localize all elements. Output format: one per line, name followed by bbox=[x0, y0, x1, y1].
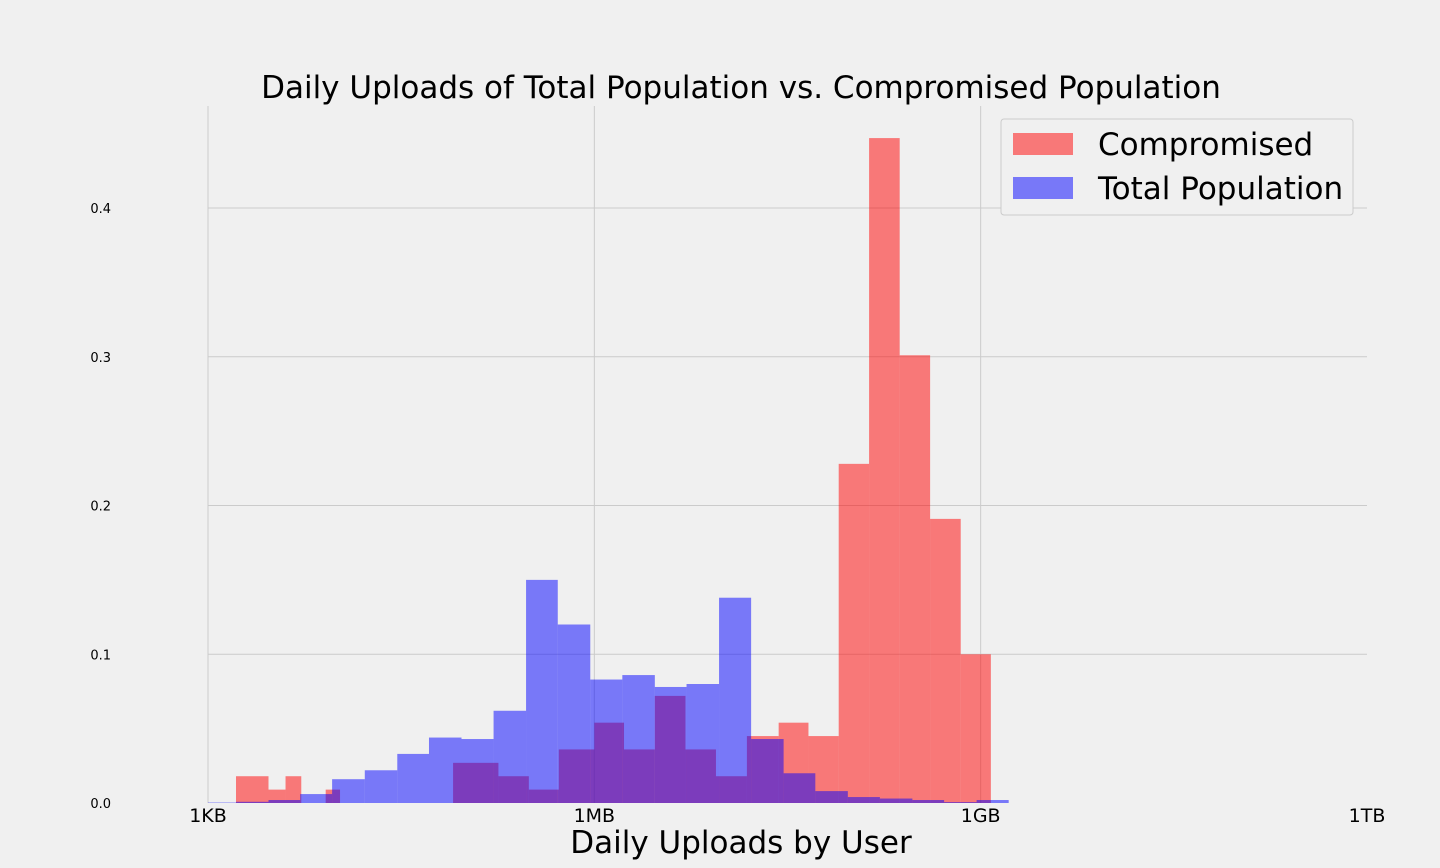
histogram-bar bbox=[880, 799, 912, 803]
x-tick-label: 1MB bbox=[574, 805, 616, 827]
x-axis-label: Daily Uploads by User bbox=[570, 825, 912, 861]
histogram-bar bbox=[286, 776, 302, 803]
histogram-bar bbox=[397, 754, 429, 803]
histogram-bars bbox=[208, 138, 1009, 803]
histogram-bar bbox=[719, 598, 751, 803]
histogram-bar bbox=[429, 738, 462, 803]
legend-label: Total Population bbox=[1097, 171, 1343, 207]
histogram-bar bbox=[300, 794, 332, 803]
histogram-bar bbox=[930, 519, 961, 803]
histogram-bar bbox=[784, 773, 816, 803]
x-tick-label: 1KB bbox=[189, 805, 227, 827]
histogram-bar bbox=[269, 800, 301, 803]
legend-label: Compromised bbox=[1098, 127, 1313, 163]
histogram-bar bbox=[912, 800, 944, 803]
histogram-bar bbox=[655, 687, 687, 803]
y-tick-label: 0.3 bbox=[90, 351, 111, 366]
legend: Compromised Total Population bbox=[1001, 119, 1353, 215]
histogram-bar bbox=[751, 739, 783, 803]
legend-swatch bbox=[1013, 133, 1073, 155]
histogram-bar bbox=[944, 802, 977, 803]
legend-swatch bbox=[1013, 177, 1073, 199]
histogram-bar bbox=[590, 680, 622, 803]
histogram-bar bbox=[977, 800, 1009, 803]
y-tick-label: 0.0 bbox=[90, 797, 111, 812]
histogram-bar bbox=[961, 654, 991, 803]
x-tick-label: 1GB bbox=[961, 805, 1001, 827]
histogram-bar bbox=[236, 802, 268, 803]
y-tick-label: 0.2 bbox=[90, 500, 111, 515]
histogram-bar bbox=[332, 779, 365, 803]
histogram-bar bbox=[900, 355, 930, 803]
histogram-bar bbox=[622, 675, 654, 803]
histogram-bar bbox=[236, 776, 268, 803]
y-tick-label: 0.4 bbox=[90, 202, 111, 217]
histogram-bar bbox=[494, 711, 526, 803]
chart-title: Daily Uploads of Total Population vs. Co… bbox=[261, 70, 1221, 106]
y-tick-label: 0.1 bbox=[90, 648, 111, 663]
histogram-bar bbox=[526, 580, 558, 803]
histogram-bar bbox=[839, 464, 869, 803]
histogram-bar bbox=[869, 138, 900, 803]
histogram-bar bbox=[848, 797, 880, 803]
histogram-bar bbox=[461, 739, 493, 803]
histogram-bar bbox=[687, 684, 720, 803]
histogram-bar bbox=[815, 791, 848, 803]
histogram-bar bbox=[558, 625, 591, 804]
x-tick-label: 1TB bbox=[1349, 805, 1386, 827]
histogram-bar bbox=[365, 770, 397, 803]
